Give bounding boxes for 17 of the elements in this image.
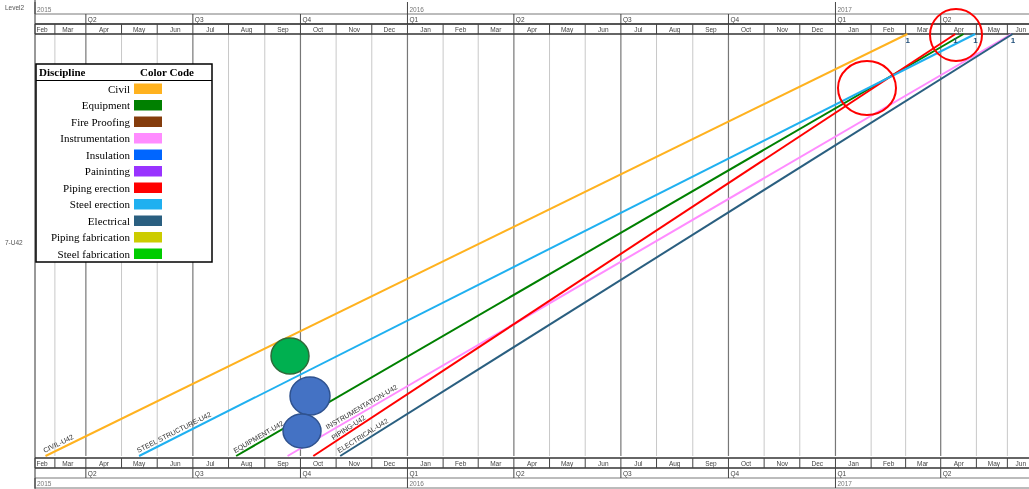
legend-label: Paininting	[84, 165, 131, 177]
legend-label: Steel erection	[69, 198, 131, 210]
legend-label: Electrical	[87, 214, 130, 227]
legend-title: Discipline	[39, 66, 86, 78]
legend-label: Insulation	[86, 148, 131, 161]
legend-label: Fire Proofing	[71, 115, 131, 128]
legend-label: Piping erection	[63, 181, 131, 194]
annotation: Color Code	[140, 66, 194, 78]
legend-label: Civil	[107, 82, 130, 95]
annotation: 1	[973, 36, 979, 45]
annotation: 1	[953, 36, 959, 45]
legend-label: Instrumentation	[60, 132, 131, 144]
legend-label: Equipment	[81, 99, 130, 111]
annotation: 1	[1010, 36, 1016, 45]
annotation: 1	[905, 36, 911, 45]
legend-label: Steel fabrication	[57, 247, 131, 260]
legend-label: Piping fabrication	[50, 231, 131, 243]
